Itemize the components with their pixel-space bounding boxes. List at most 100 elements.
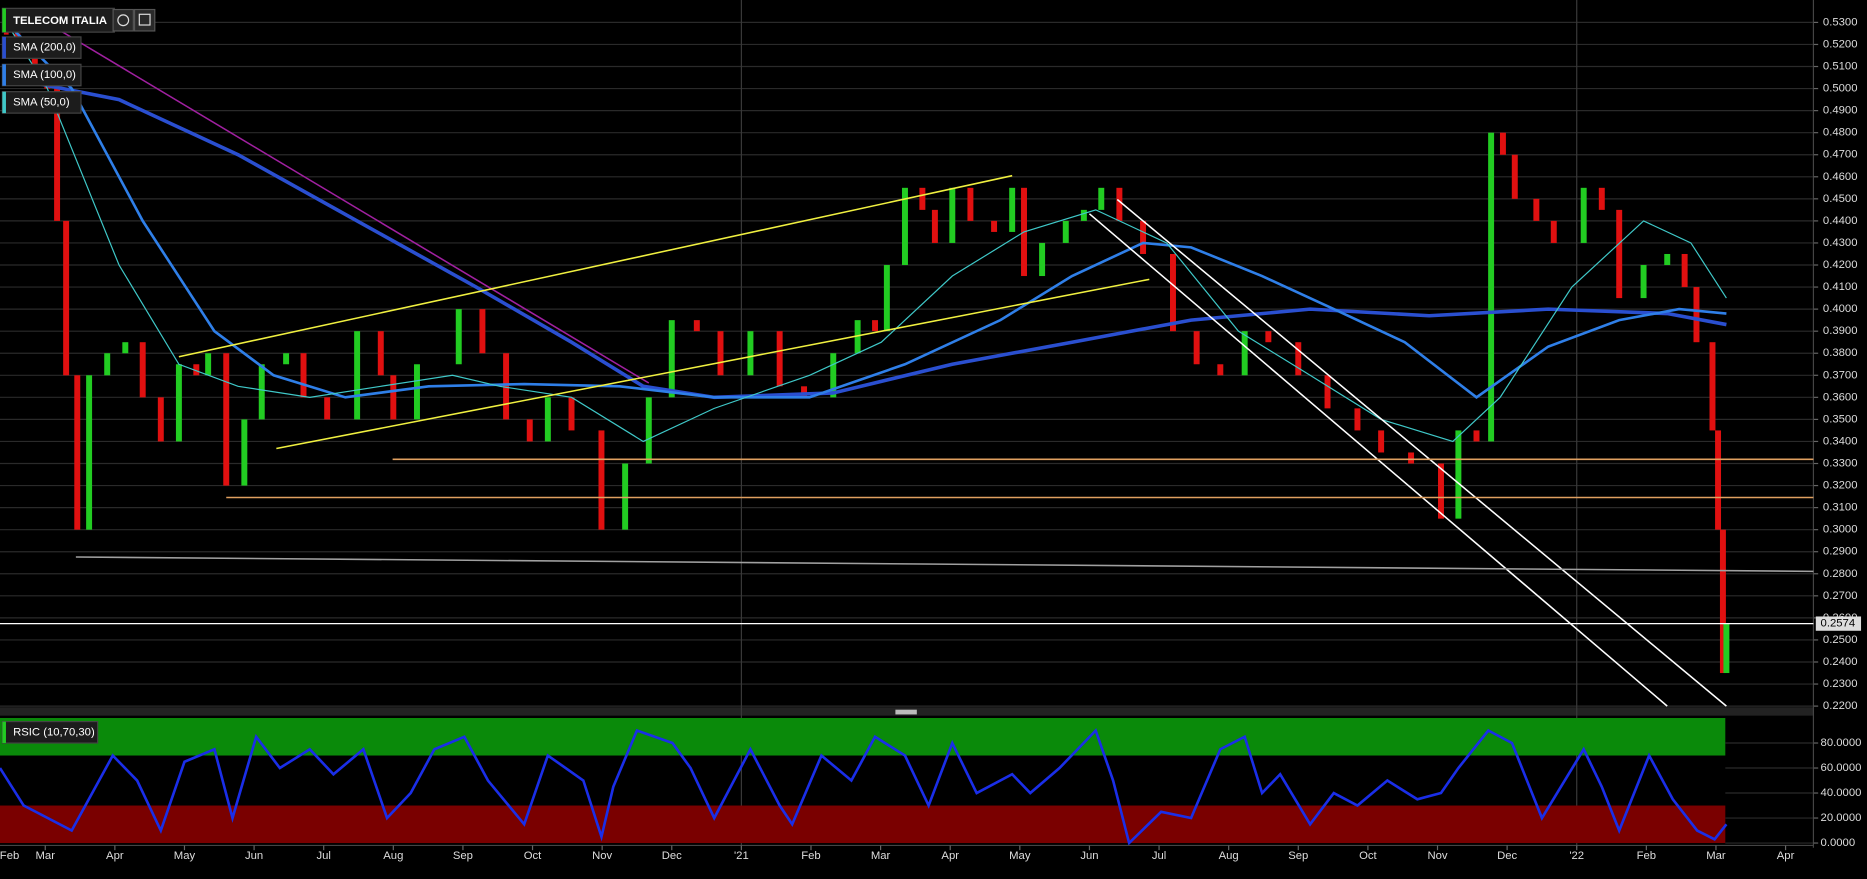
candle (1378, 430, 1385, 453)
candle (479, 309, 486, 354)
candle (526, 419, 533, 442)
sma-line (5, 75, 1727, 400)
y-tick-label: 0.2200 (1823, 700, 1858, 712)
x-tick-label: Jun (245, 850, 263, 862)
y-tick-label: 20.0000 (1821, 812, 1862, 824)
y-tick-label: 0.5100 (1823, 61, 1858, 73)
x-tick-label: Dec (1497, 850, 1517, 862)
y-tick-label: 40.0000 (1821, 787, 1862, 799)
candle (1533, 198, 1540, 221)
settings-icon (138, 13, 151, 26)
legend-box[interactable] (1, 91, 82, 114)
legend-box[interactable] (1, 63, 82, 87)
y-tick-label: 0.4200 (1823, 259, 1858, 271)
trend-line (1116, 198, 1727, 707)
refresh-icon (117, 14, 130, 27)
candle (693, 320, 700, 332)
candle (544, 397, 551, 442)
candle (1580, 187, 1587, 243)
y-tick-label: 0.4700 (1823, 149, 1858, 161)
candle (283, 353, 290, 365)
y-tick-label: 80.0000 (1821, 737, 1862, 749)
candle (455, 309, 462, 365)
x-tick-label: May (1009, 850, 1031, 862)
oversold-band (0, 805, 1726, 844)
candle (622, 463, 629, 530)
candle (3, 32, 9, 35)
candle (919, 187, 926, 210)
legend-title: TELECOM ITALIA (13, 15, 107, 27)
x-tick-label: Sep (1288, 850, 1308, 862)
x-tick-label: Jul (316, 850, 330, 862)
candle (1693, 287, 1700, 343)
y-tick-label: 0.4400 (1823, 215, 1858, 227)
candle (1098, 187, 1105, 210)
candle (223, 353, 230, 486)
candle (645, 397, 652, 464)
y-tick-label: 0.2800 (1823, 568, 1858, 580)
y-tick-label: 0.3300 (1823, 457, 1858, 469)
y-tick-label: 0.4900 (1823, 105, 1858, 117)
candle (1324, 375, 1331, 409)
divider-handle[interactable] (895, 709, 917, 715)
candle (668, 320, 675, 398)
legend-box[interactable] (1, 36, 82, 59)
candle (1473, 430, 1480, 442)
legend-label: SMA (200,0) (13, 42, 76, 54)
y-tick-label: 0.5000 (1823, 83, 1858, 95)
y-tick-label: 0.2300 (1823, 678, 1858, 690)
candle (1354, 408, 1361, 431)
refresh-button[interactable] (112, 8, 134, 32)
y-tick-label: 0.4300 (1823, 237, 1858, 249)
candle (1709, 342, 1716, 431)
candle (1241, 331, 1248, 376)
legend-swatch (2, 36, 6, 59)
candle (1295, 342, 1302, 376)
candle (193, 364, 200, 376)
candle (1681, 253, 1688, 288)
candle (1438, 463, 1444, 519)
candle (1598, 187, 1605, 210)
candle (241, 419, 248, 486)
candle (63, 220, 70, 376)
candle (1715, 430, 1722, 530)
candle (122, 342, 129, 354)
candle (354, 331, 361, 420)
legend-swatch (2, 91, 6, 114)
y-tick-label: 0.3700 (1823, 369, 1858, 381)
legend-label: SMA (100,0) (13, 69, 76, 81)
last-price-label: 0.2574 (1821, 618, 1856, 630)
x-tick-label: Nov (592, 850, 612, 862)
candle (104, 353, 111, 376)
y-tick-label: 0.2700 (1823, 590, 1858, 602)
candle (598, 430, 605, 530)
x-tick-label: Mar (36, 850, 56, 862)
candle (931, 209, 938, 243)
legend-swatch (2, 64, 6, 86)
candle (377, 331, 384, 376)
y-tick-label: 0.4100 (1823, 281, 1858, 293)
candle (949, 187, 956, 243)
settings-button[interactable] (133, 8, 156, 32)
x-tick-label: Feb (801, 850, 820, 862)
y-tick-label: 0.5200 (1823, 38, 1858, 50)
y-tick-label: 0.4500 (1823, 193, 1858, 205)
x-tick-label: Apr (1777, 850, 1795, 862)
x-tick-label: Apr (941, 850, 959, 862)
candle (74, 375, 81, 530)
x-tick-label: Nov (1427, 850, 1447, 862)
y-tick-label: 0.3400 (1823, 435, 1858, 447)
y-tick-label: 60.0000 (1821, 762, 1862, 774)
rsi-line (0, 728, 1728, 846)
x-tick-label: Jun (1080, 850, 1098, 862)
candle (205, 353, 212, 376)
x-tick-label: Oct (524, 850, 542, 862)
x-tick-label: Apr (106, 850, 124, 862)
candle (1455, 430, 1462, 519)
candle (1511, 154, 1518, 199)
candle (991, 220, 998, 232)
candle (54, 88, 61, 221)
x-tick-label: Jul (1152, 850, 1166, 862)
candle (503, 353, 510, 420)
